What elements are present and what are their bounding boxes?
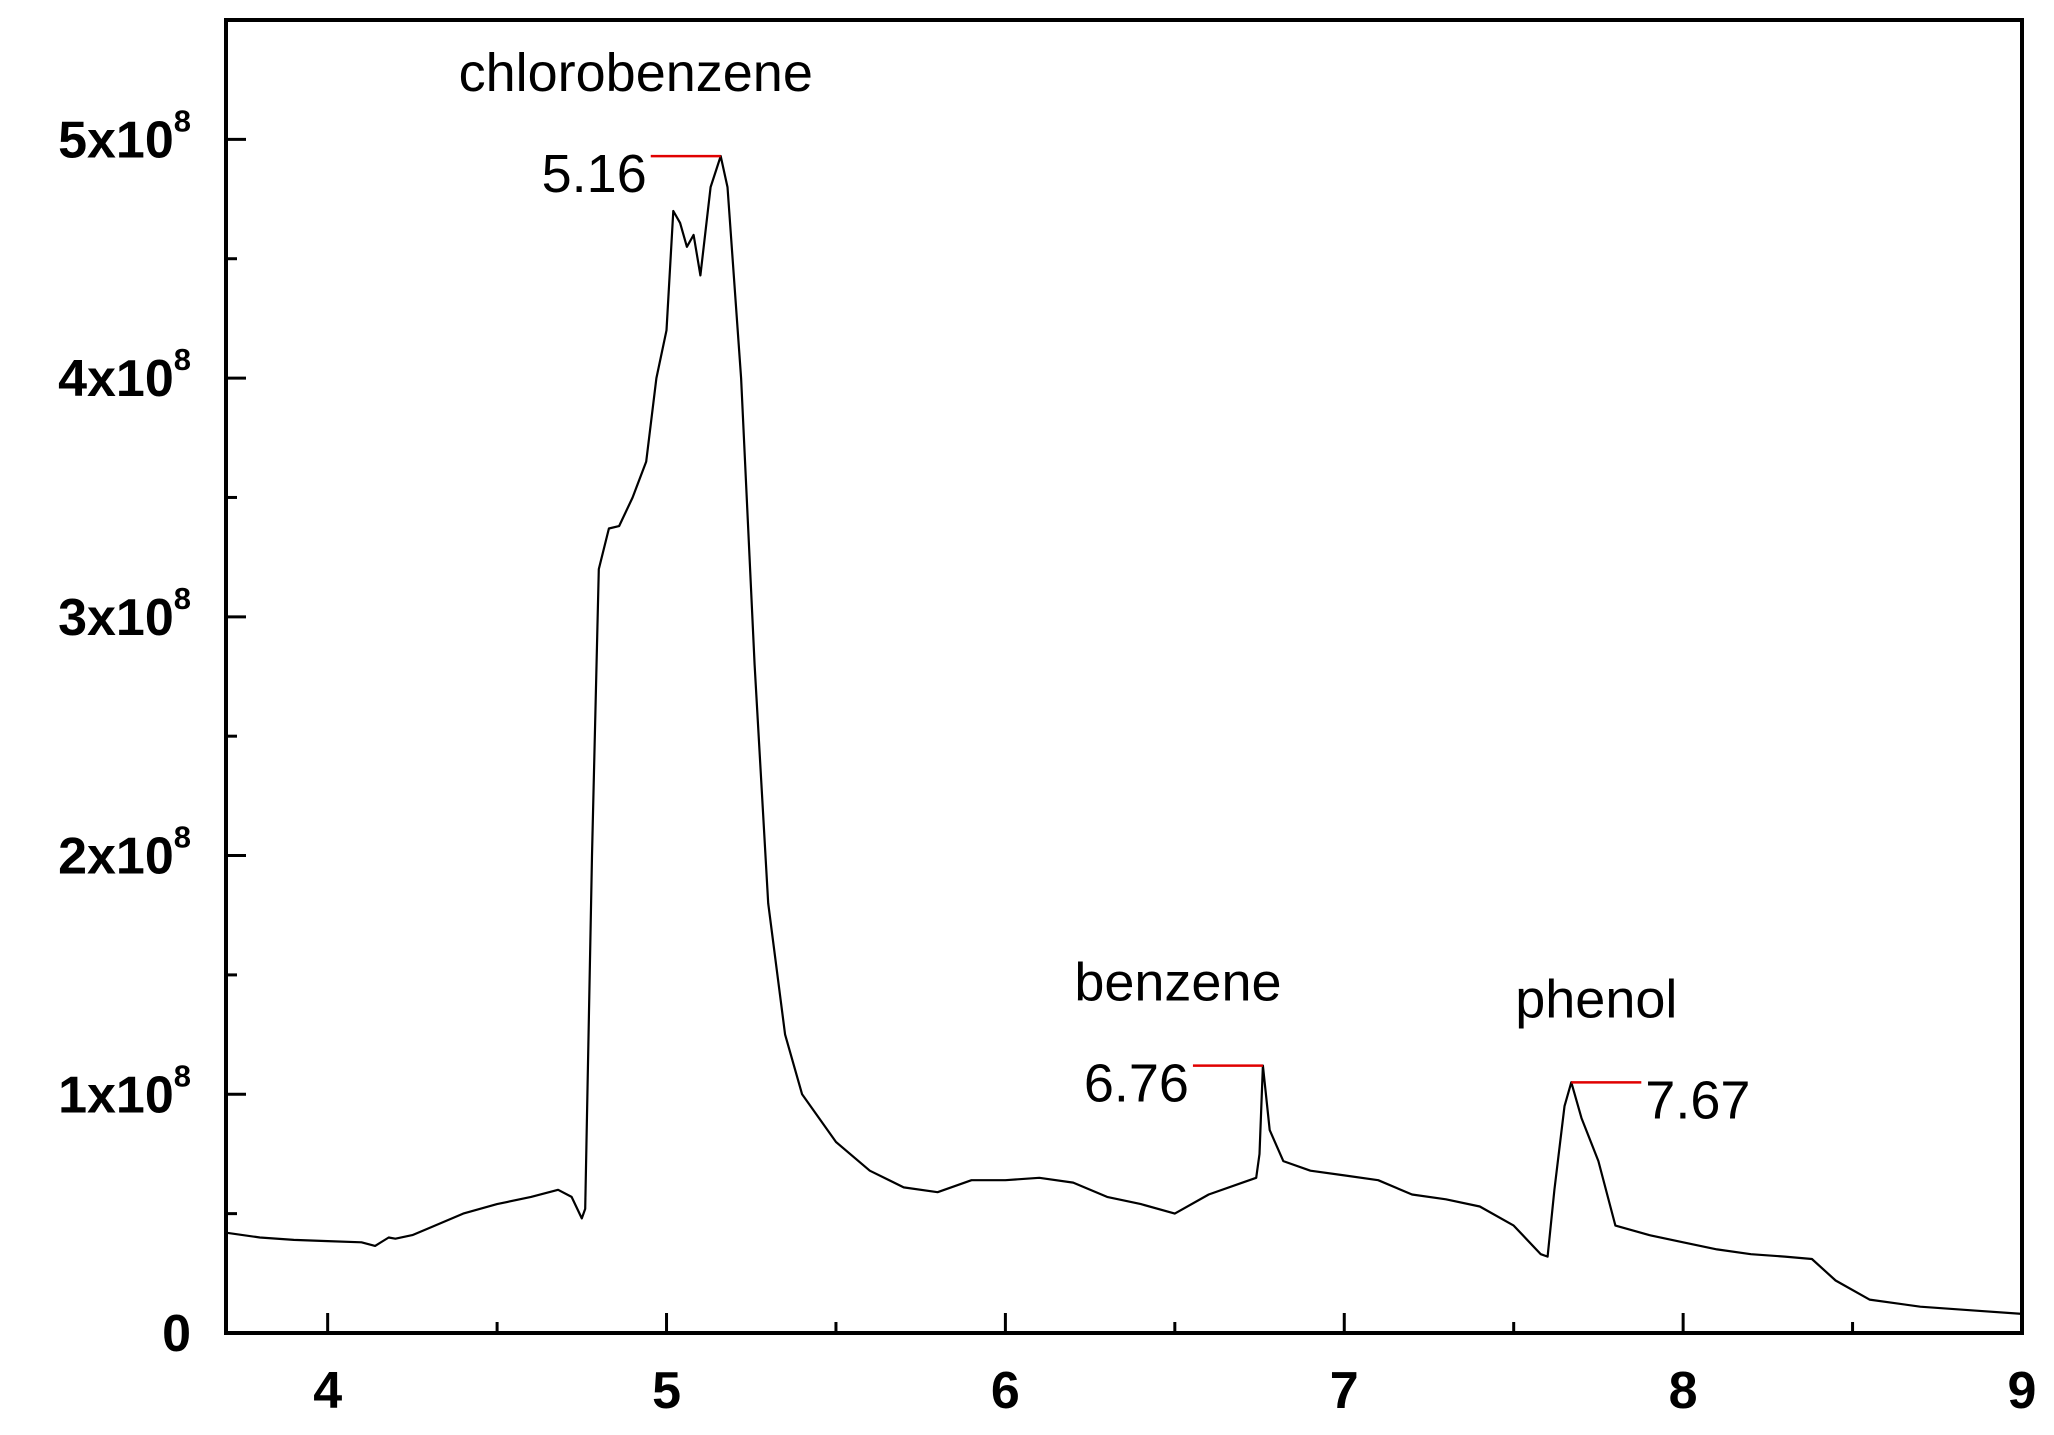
phenol-retention-time: 7.67 xyxy=(1645,1070,1750,1130)
benzene-retention-time: 6.76 xyxy=(1084,1054,1189,1114)
y-tick-label-3: 3x108 xyxy=(58,581,191,647)
x-tick-label-6: 6 xyxy=(991,1362,1020,1420)
y-tick-label-5: 5x108 xyxy=(58,103,191,169)
series-layer xyxy=(225,155,2023,1315)
y-axis: 0 1x108 2x108 3x108 4x108 5x108 xyxy=(58,103,246,1363)
benzene-label: benzene xyxy=(1074,953,1281,1013)
x-tick-label-5: 5 xyxy=(652,1362,681,1420)
y-tick-label-2: 2x108 xyxy=(58,820,191,886)
plot-frame xyxy=(224,18,2024,1335)
y-tick-label-1: 1x108 xyxy=(58,1058,191,1124)
x-tick-label-4: 4 xyxy=(313,1362,342,1420)
y-tick-label-4: 4x108 xyxy=(58,342,191,408)
chlorobenzene-retention-time: 5.16 xyxy=(542,144,647,204)
x-axis: 4 5 6 7 8 9 xyxy=(313,1313,2036,1420)
chlorobenzene-label: chlorobenzene xyxy=(459,43,813,103)
x-tick-label-9: 9 xyxy=(2008,1362,2037,1420)
y-tick-label-0: 0 xyxy=(162,1305,191,1363)
annotation-layer: 5.16 chlorobenzene 6.76 benzene 7.67 phenol xyxy=(459,43,1751,1130)
series-line-0 xyxy=(225,155,2023,1315)
x-tick-label-7: 7 xyxy=(1330,1362,1359,1420)
x-tick-label-8: 8 xyxy=(1669,1362,1698,1420)
phenol-label: phenol xyxy=(1515,969,1677,1029)
